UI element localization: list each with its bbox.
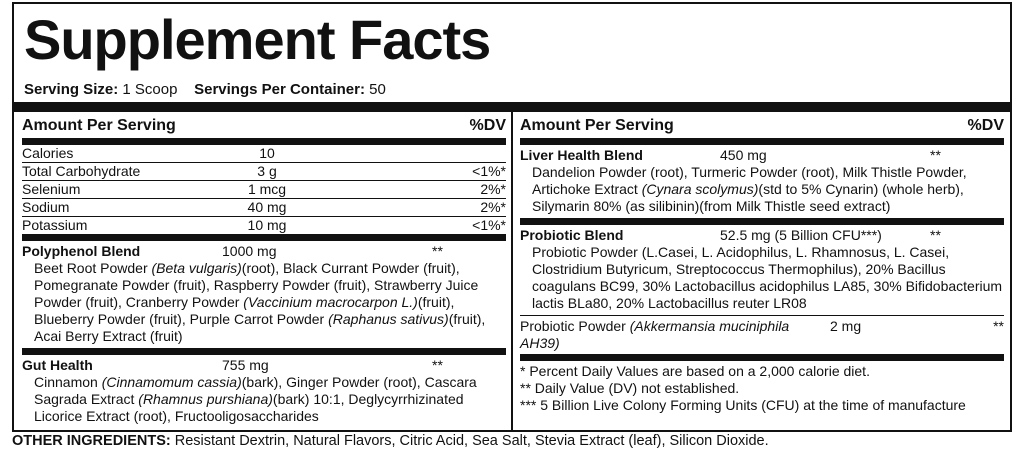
thin-line <box>22 216 506 217</box>
column-divider <box>511 112 513 430</box>
text-segment: (Cinnamomum cassia) <box>101 374 242 390</box>
blend-ingredients: Beet Root Powder (Beta vulgaris)(root), … <box>22 260 506 348</box>
nutrient-dv: 2%* <box>480 181 506 197</box>
thin-line <box>520 315 1004 316</box>
nutrient-amount: 3 g <box>257 163 277 179</box>
amount-header: Amount Per Serving <box>520 117 674 134</box>
thick-bar <box>22 234 506 241</box>
blend-ingredients: Probiotic Powder (L.Casei, L. Acidophilu… <box>520 244 1004 315</box>
text-segment: Probiotic Powder <box>520 318 630 334</box>
nutrient-dv <box>312 145 506 162</box>
other-ingredients: OTHER INGREDIENTS: Resistant Dextrin, Na… <box>12 432 769 450</box>
nutrient-row: Calories 10 <box>22 145 506 162</box>
blend-dv: ** <box>930 147 941 163</box>
text-segment: (Vaccinium macrocarpon L.) <box>243 294 418 310</box>
blend-amount: 450 mg <box>720 147 767 163</box>
thick-bar <box>520 218 1004 225</box>
footnote: ** Daily Value (DV) not established. <box>520 380 740 396</box>
left-column: Amount Per Serving %DV Calories 10 Total Car… <box>22 114 506 428</box>
title: Supplement Facts <box>24 8 491 71</box>
nutrient-row: Sodium 40 mg 2%* <box>22 199 506 216</box>
label-box: Supplement Facts Serving Size: 1 Scoop S… <box>12 2 1012 432</box>
text-segment: Cinnamon <box>34 374 102 390</box>
item-dv: ** <box>993 318 1004 334</box>
nutrient-dv: <1%* <box>472 163 506 179</box>
text-segment: (bark), Ginger Powder (root), Cascara Sa… <box>34 374 477 407</box>
nutrient-amount: 40 mg <box>247 199 287 215</box>
thin-line <box>22 180 506 181</box>
thick-bar <box>520 138 1004 145</box>
servings-per-container: 50 <box>369 81 386 98</box>
dv-header: %DV <box>469 117 506 134</box>
item-row: Probiotic Powder (Akkermansia muciniphil… <box>520 316 1004 354</box>
blend-name: Liver Health Blend <box>520 147 643 163</box>
blend-amount: 755 mg <box>222 357 269 373</box>
blend-dv: ** <box>930 227 941 243</box>
blend-dv: ** <box>432 357 443 373</box>
nutrient-row: Selenium 1 mcg 2%* <box>22 181 506 198</box>
blend-row: Liver Health Blend 450 mg ** <box>520 145 1004 164</box>
nutrient-amount: 10 <box>259 145 275 161</box>
blend-row: Gut Health 755 mg ** <box>22 355 506 374</box>
blend-name: Polyphenol Blend <box>22 243 141 259</box>
thick-bar <box>14 102 1010 112</box>
blend-name: Gut Health <box>22 357 93 373</box>
blend-row: Polyphenol Blend 1000 mg ** <box>22 241 506 260</box>
thick-bar <box>22 348 506 355</box>
nutrient-name: Potassium <box>22 217 88 233</box>
serving-size: 1 Scoop <box>122 81 178 98</box>
thin-line <box>22 162 506 163</box>
nutrient-name: Total Carbohydrate <box>22 163 141 179</box>
item-name: Probiotic Powder (Akkermansia muciniphil… <box>520 318 830 352</box>
item-amount: 2 mg <box>830 318 862 334</box>
nutrient-row: Total Carbohydrate 3 g <1%* <box>22 163 506 180</box>
nutrient-name: Calories <box>22 145 74 161</box>
right-column: Amount Per Serving %DV Liver Health Blend 4… <box>520 114 1004 414</box>
blend-ingredients: Dandelion Powder (root), Turmeric Powder… <box>520 164 1004 218</box>
nutrient-name: Sodium <box>22 199 70 215</box>
nutrient-amount: 1 mcg <box>247 181 287 197</box>
blend-name: Probiotic Blend <box>520 227 624 243</box>
other-ingredients-label: OTHER INGREDIENTS: <box>12 433 171 449</box>
text-segment: (Cynara scolymus) <box>641 181 759 197</box>
blend-dv: ** <box>432 243 443 259</box>
nutrient-dv: 2%* <box>480 199 506 215</box>
nutrient-dv: <1%* <box>472 217 506 233</box>
text-segment: (Rhamnus purshiana) <box>138 391 273 407</box>
nutrient-row: Potassium 10 mg <1%* <box>22 217 506 234</box>
column-header: Amount Per Serving %DV <box>22 114 506 138</box>
text-segment: (fruit), Acai Berry Extract (fruit) <box>34 311 486 344</box>
text-segment: Dandelion Powder (root), Turmeric Powder… <box>532 164 967 197</box>
text-segment: (root), Black Currant Powder (fruit), Po… <box>34 260 479 310</box>
servings-per-container-label: Servings Per Container: <box>194 81 365 98</box>
text-segment: (std to 5% Cynarin) (whole herb), Silyma… <box>532 181 964 214</box>
text-segment: Beet Root Powder <box>34 260 152 276</box>
text-segment: (Akkermansia muciniphila AH39) <box>520 318 790 351</box>
nutrient-name: Selenium <box>22 181 81 197</box>
nutrient-amount: 10 mg <box>247 217 287 233</box>
text-segment: (bark) 10:1, Deglycyrrhizinated Licorice… <box>34 391 464 424</box>
thick-bar <box>22 138 506 145</box>
text-segment: Probiotic Powder (L.Casei, L. Acidophilu… <box>532 244 1003 311</box>
text-segment: (fruit), Blueberry Powder (fruit), Purpl… <box>34 294 455 327</box>
column-header: Amount Per Serving %DV <box>520 114 1004 138</box>
serving-size-label: Serving Size: <box>24 81 119 98</box>
thin-line <box>22 198 506 199</box>
footnote: *** 5 Billion Live Colony Forming Units … <box>520 397 966 413</box>
footnotes: * Percent Daily Values are based on a 2,… <box>520 361 1004 414</box>
thick-bar <box>520 354 1004 361</box>
blend-ingredients: Cinnamon (Cinnamomum cassia)(bark), Ging… <box>22 374 506 428</box>
other-ingredients-text: Resistant Dextrin, Natural Flavors, Citr… <box>174 433 769 449</box>
text-segment: (Raphanus sativus) <box>328 311 449 327</box>
amount-header: Amount Per Serving <box>22 117 176 134</box>
blend-amount: 52.5 mg (5 Billion CFU***) <box>720 227 882 243</box>
blend-amount: 1000 mg <box>222 243 277 259</box>
dv-header: %DV <box>967 117 1004 134</box>
footnote: * Percent Daily Values are based on a 2,… <box>520 363 870 379</box>
serving-info: Serving Size: 1 Scoop Servings Per Conta… <box>24 80 386 100</box>
text-segment: (Beta vulgaris) <box>151 260 242 276</box>
blend-row: Probiotic Blend 52.5 mg (5 Billion CFU***… <box>520 225 1004 244</box>
